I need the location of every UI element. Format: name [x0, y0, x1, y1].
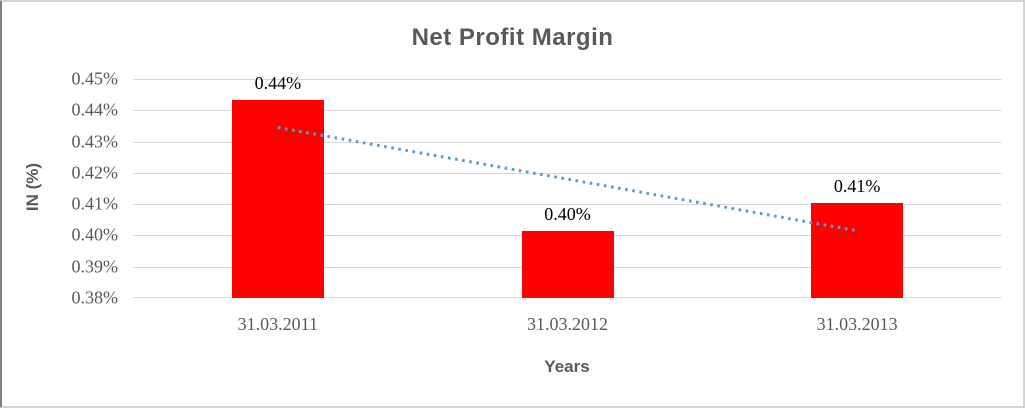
gridline: [133, 172, 1002, 174]
x-axis-tick-label: 31.03.2013: [816, 314, 898, 334]
bar-data-label: 0.41%: [833, 176, 881, 197]
y-axis-tick-label: 0.43%: [71, 131, 119, 152]
y-axis-tick-label: 0.39%: [71, 256, 119, 277]
gridline: [133, 79, 1002, 80]
y-axis-title: IN (%): [23, 162, 42, 212]
gridline: [133, 141, 1002, 143]
bar-data-label: 0.40%: [544, 203, 591, 224]
y-axis-tick-label: 0.44%: [71, 99, 119, 120]
plot-area: 0.44% 0.40% 0.41%: [133, 73, 1002, 298]
bar-31.03.2013: [811, 203, 904, 298]
trendline: [277, 126, 858, 233]
y-axis-tick-label: 0.41%: [71, 193, 119, 214]
bar-31.03.2012: [521, 230, 614, 298]
chart-title: Net Profit Margin: [411, 24, 614, 51]
y-axis-tick-label: 0.42%: [71, 162, 119, 183]
gridline: [133, 204, 1002, 206]
x-axis-title: Years: [544, 357, 590, 376]
bar-data-label: 0.44%: [254, 72, 302, 93]
x-axis-tick-label: 31.03.2012: [527, 314, 608, 334]
y-axis-tick-label: 0.40%: [71, 224, 119, 245]
y-axis-tick-label: 0.38%: [71, 287, 119, 308]
y-axis-tick-label: 0.45%: [71, 68, 119, 89]
gridline: [133, 110, 1002, 112]
x-axis-tick-label: 31.03.2011: [237, 314, 318, 334]
